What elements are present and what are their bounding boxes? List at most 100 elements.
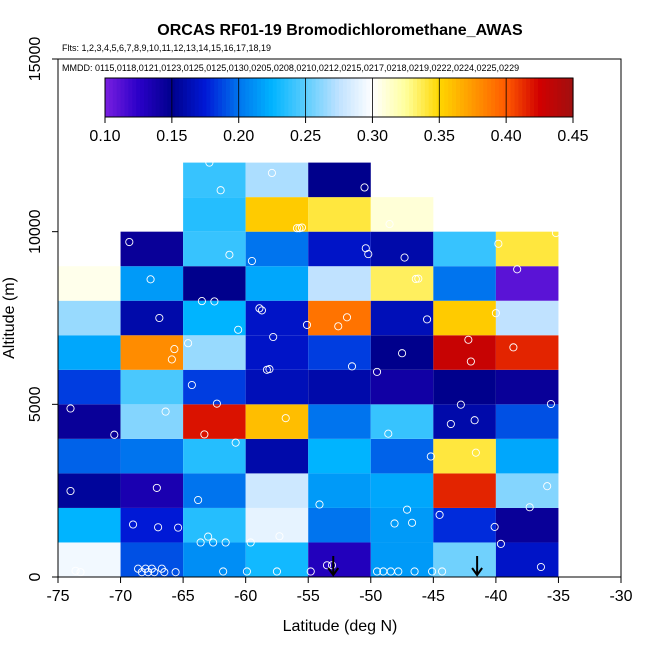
sample-point [184,339,193,348]
sample-point [342,313,352,322]
colorbar-segment [151,78,157,117]
sample-point [471,448,480,457]
sample-point [423,315,432,324]
colorbar-segment [417,78,422,117]
colorbar-tick-label: 0.15 [156,128,187,145]
sample-point [231,438,240,447]
heatmap-cell [495,507,559,543]
sample-point [154,523,163,532]
sample-point [435,510,444,519]
colorbar-segment [561,78,566,117]
colorbar-segment [136,78,141,117]
heatmap-cell [183,507,246,543]
heatmap-cell [370,438,434,474]
heatmap-cell [308,197,371,232]
colorbar-segment [116,78,122,117]
sample-point [210,297,219,306]
colorbar-segment [303,78,309,117]
sample-point [275,532,284,541]
sample-point [219,567,228,576]
heatmap-cell [183,266,246,301]
heatmap-cell [120,231,184,267]
colorbar-segment [467,78,473,117]
heatmap-cell [495,369,559,405]
heatmap-cell [308,542,371,577]
sample-point [76,568,85,577]
colorbar-segment [315,78,321,117]
sample-point [428,567,437,576]
sample-point [470,416,479,425]
sample-point [171,568,180,577]
heatmap-cell [433,507,496,543]
sample-point [525,503,534,512]
colorbar-segment [198,78,204,117]
sample-point [546,399,555,409]
heatmap-cell [183,335,246,370]
colorbar-segment [183,78,188,117]
x-axis-label: Latitude (deg N) [283,618,398,635]
colorbar-segment [323,78,328,117]
arrow-head [327,567,340,577]
y-axis: 0 5000 10000 15000 [27,37,58,581]
heatmap-cell [433,300,496,336]
colorbar-segment [112,78,118,117]
colorbar-segment [389,78,395,117]
sample-point [385,220,394,229]
colorbar-segment [206,78,211,117]
colorbar-segment [163,78,168,117]
sample-point [234,325,243,334]
colorbar-segment [440,78,445,117]
heatmap-cell [58,438,121,474]
sample-point [400,253,409,262]
colorbar-segment [346,78,352,117]
sample-point [269,332,278,342]
heatmap-cell [433,266,496,301]
colorbar-segment [428,78,434,117]
sample-point [410,567,419,576]
colorbar-segment [261,78,266,117]
x-tick-label: -55 [297,588,320,605]
colorbar-frame [104,77,574,118]
heatmap-cell [120,507,184,543]
x-tick-label: -45 [422,588,445,605]
colorbar-segment [225,78,231,117]
heatmap-cell [308,507,371,543]
x-tick-label: -75 [46,588,69,605]
x-tick-label: -60 [234,588,257,605]
colorbar-tick-label: 0.10 [89,128,120,145]
arrow-markers [327,556,483,577]
colorbar-segment [253,78,258,117]
heatmap-cell [308,473,371,508]
colorbar-segment [276,78,282,117]
colorbar-segment [459,78,465,117]
y-tick-label: 0 [27,572,44,581]
heatmap-cell [370,507,434,543]
colorbar-segment [155,78,161,117]
colorbar-segment [249,78,254,117]
heatmap-cell [183,438,246,474]
colorbar-segment [241,78,246,117]
colorbar-segment [214,78,219,117]
sample-point [196,538,205,547]
heatmap-cell [370,266,434,301]
chart-title: ORCAS RF01-19 Bromodichloromethane_AWAS [157,22,523,39]
heatmap-cell [120,438,184,474]
colorbar-segment [374,78,379,117]
heatmap-cell [370,231,434,267]
heatmap-cell [308,266,371,301]
heatmap-cell [370,473,434,508]
heatmap-cell [495,438,559,474]
colorbar-segment [257,78,262,117]
sample-point [496,539,505,548]
sample-point [129,520,138,529]
colorbar-segment [518,78,523,117]
colorbar-segment [264,78,270,117]
heatmap-cell [495,542,559,577]
heatmap-cell [495,473,559,508]
arrow-marker [471,556,483,577]
heatmap-cell [183,473,246,508]
sample-point [66,404,75,413]
colorbar-segment [229,78,235,117]
colorbar-segment [280,78,285,117]
colorbar-segment [245,78,250,117]
